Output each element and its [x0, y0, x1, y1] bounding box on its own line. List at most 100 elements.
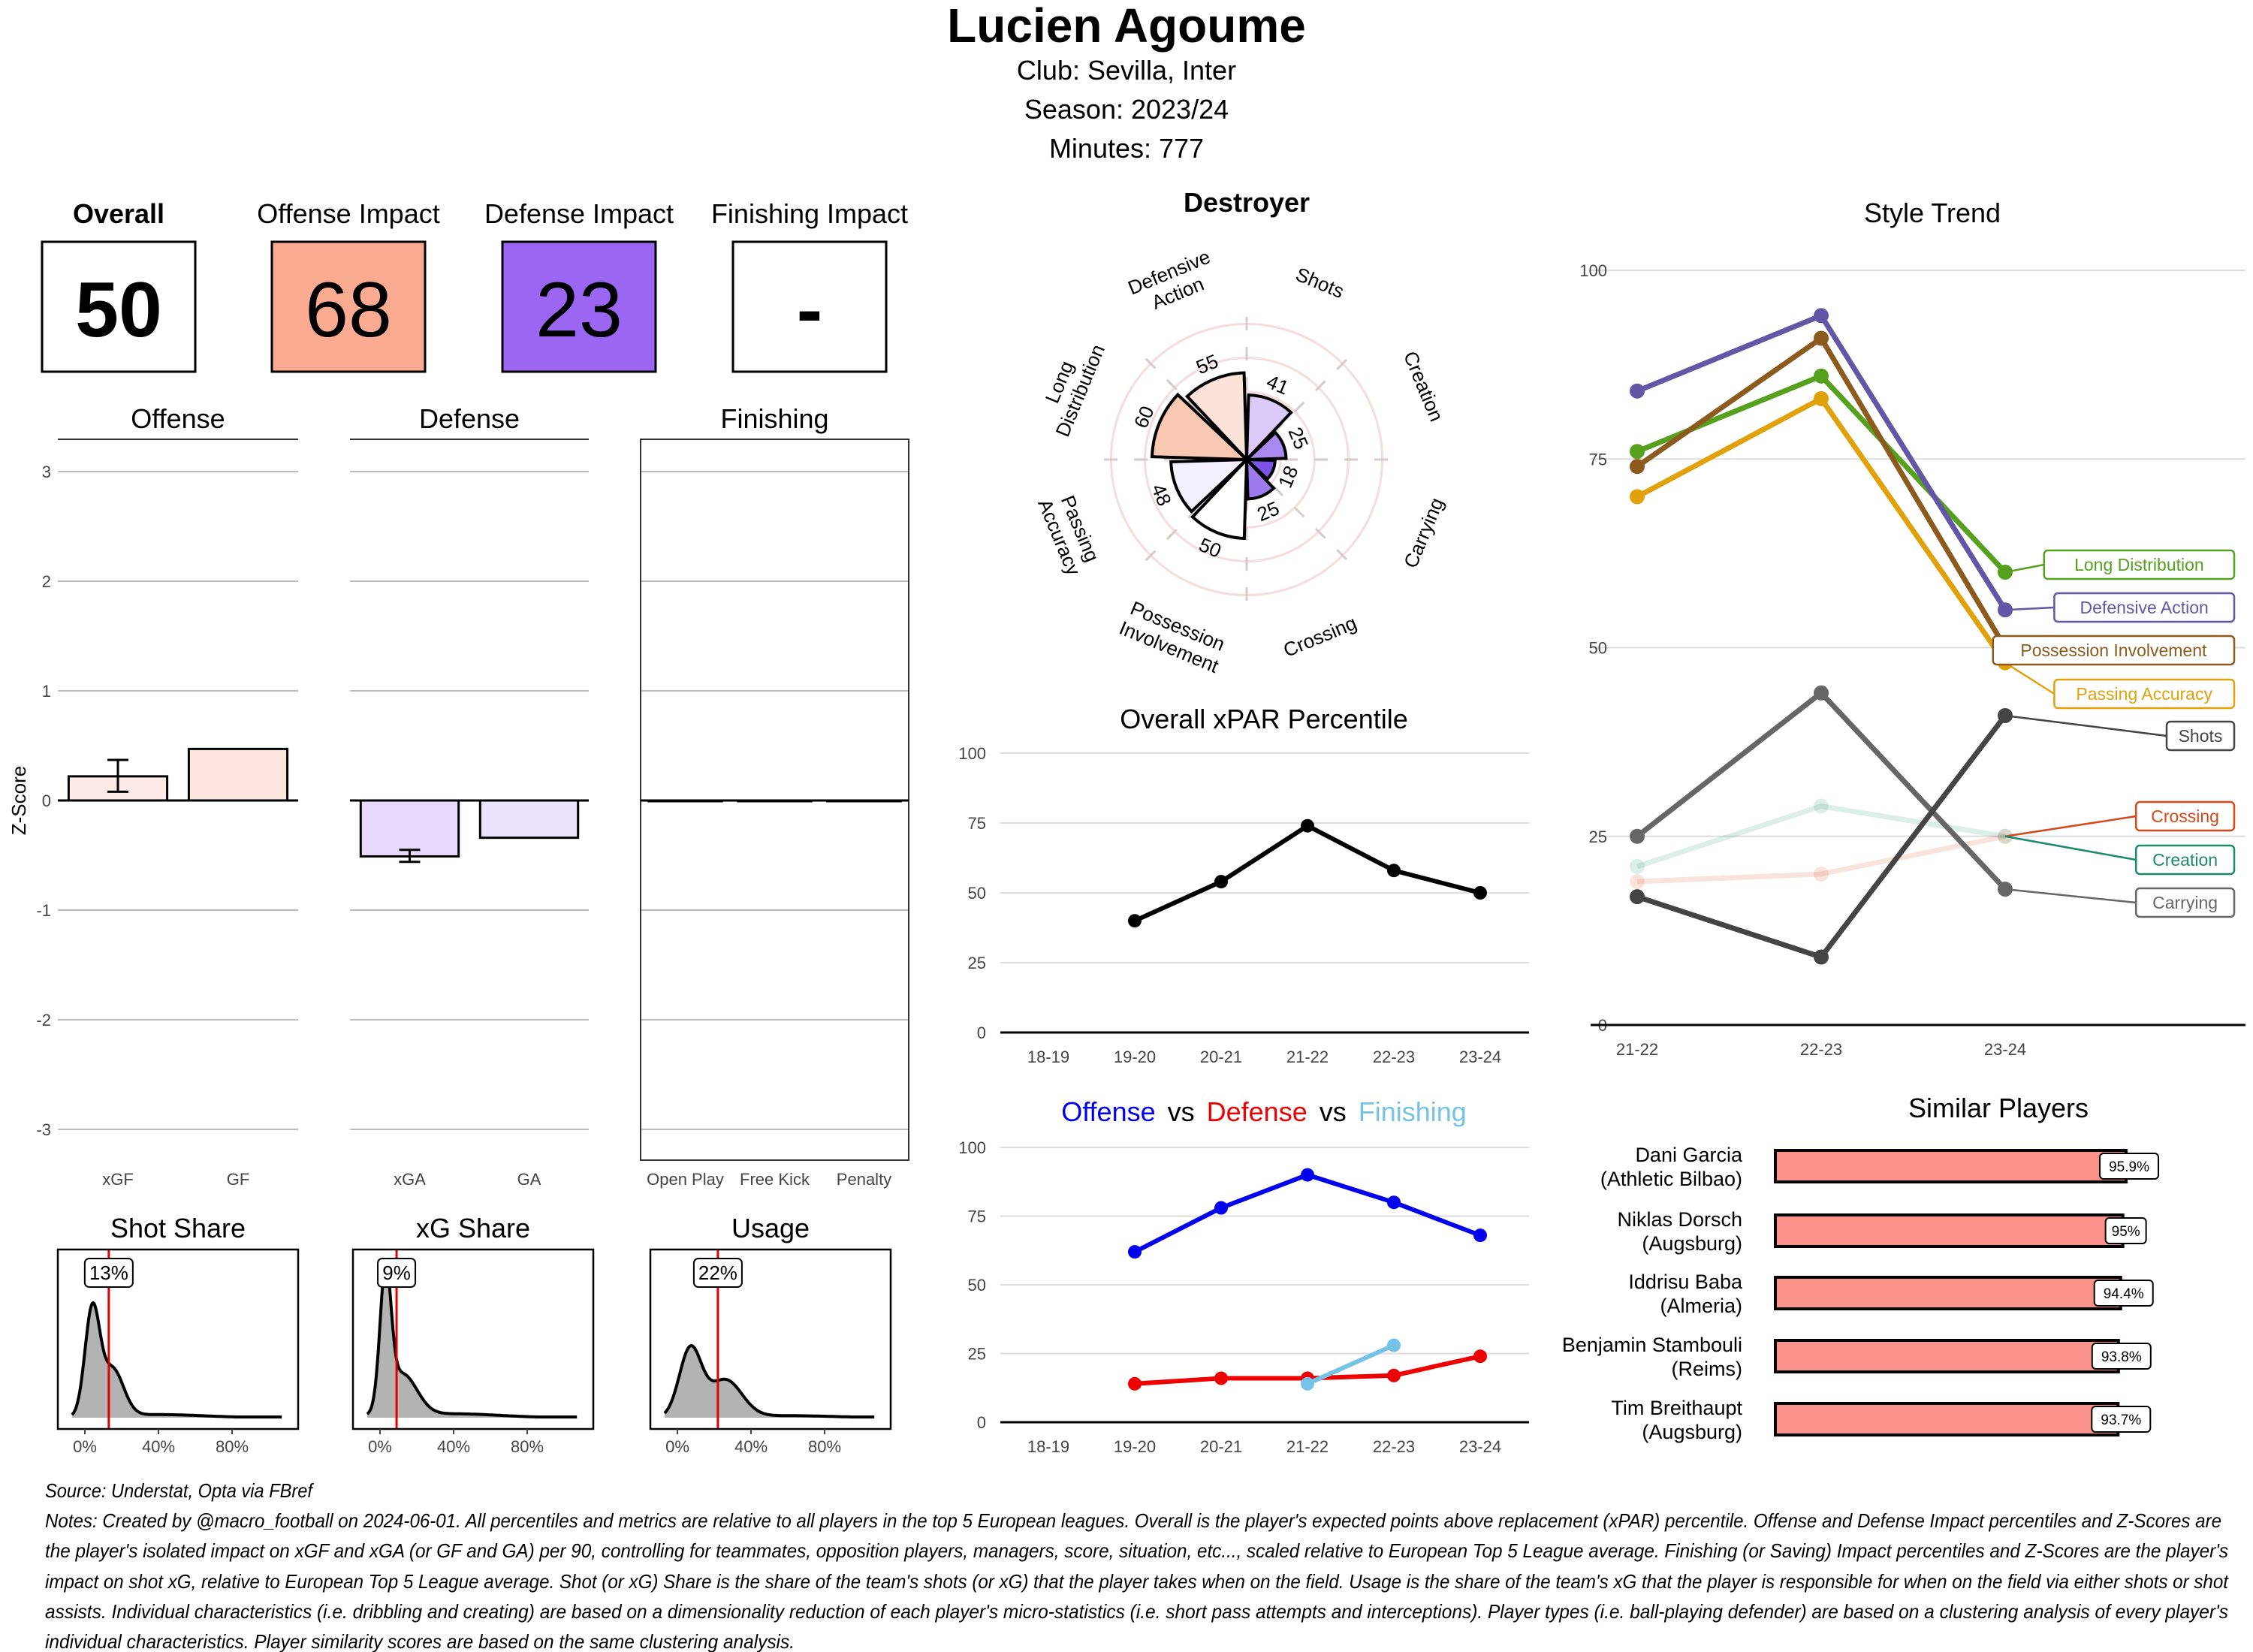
data-point	[1814, 368, 1829, 384]
x-tick-label: 20-21	[1200, 1048, 1242, 1066]
y-tick-label: 100	[958, 1138, 986, 1157]
data-point	[1301, 818, 1314, 833]
x-tick-label: 18-19	[1027, 1048, 1069, 1066]
club-line: Club: Sevilla, Inter	[1017, 55, 1236, 86]
series-label-box	[2134, 844, 2236, 876]
panel-title: Defense	[419, 403, 520, 434]
series-label: Shots	[2179, 726, 2223, 746]
data-point	[1630, 489, 1645, 505]
series-label: Possession Involvement	[2020, 641, 2207, 660]
data-point	[1814, 949, 1829, 965]
footer-note-line: the player's isolated impact on xGF and …	[45, 1539, 2228, 1562]
similarity-bar	[1774, 1402, 2120, 1436]
player-value-label: 13%	[89, 1262, 128, 1284]
similarity-value: 95.9%	[2109, 1159, 2149, 1175]
panel-border	[56, 1248, 300, 1430]
series-label: Crossing	[2151, 806, 2219, 826]
x-tick-label: Open Play	[647, 1170, 724, 1189]
z-panel-finishing: Finishing Open Play Free Kick Penalty	[640, 403, 909, 1189]
density-area	[664, 1346, 875, 1418]
similarity-label-box	[2099, 1153, 2160, 1180]
data-point	[1214, 875, 1228, 889]
y-tick-label: -2	[36, 1011, 51, 1029]
label-leader	[2004, 835, 2137, 861]
radar-value-label: 25	[1283, 424, 1313, 452]
season-line: Season: 2023/24	[1024, 94, 1229, 125]
data-point	[1814, 685, 1829, 701]
density-area	[71, 1303, 282, 1418]
data-point	[1387, 1338, 1401, 1352]
similar-player-row: Dani Garcia(Athletic Bilbao) 95.9%	[1600, 1144, 2160, 1190]
label-leader	[2004, 662, 2055, 695]
radar-sector	[1242, 430, 1288, 462]
y-tick-label: 75	[1589, 450, 1607, 469]
series-label-box	[2043, 549, 2236, 580]
title-part: Offense	[1061, 1096, 1155, 1127]
score-label: Offense Impact	[257, 198, 439, 229]
score-value: 68	[305, 267, 392, 354]
data-point	[1301, 1168, 1314, 1182]
y-tick-label: 0	[977, 1023, 986, 1042]
data-point	[1814, 798, 1829, 814]
radar-sector	[1244, 393, 1293, 464]
score-value: 50	[75, 267, 162, 354]
similarity-value: 93.7%	[2101, 1412, 2141, 1428]
series-label: Long Distribution	[2074, 555, 2204, 574]
score-label: Defense Impact	[484, 198, 674, 229]
series-label-box	[2165, 720, 2236, 752]
data-point	[1128, 1245, 1142, 1259]
series-line	[1133, 823, 1481, 923]
label-leader	[2004, 563, 2045, 574]
similarity-label-box	[2104, 1217, 2147, 1244]
title-part: vs	[1168, 1096, 1195, 1127]
data-point	[1387, 864, 1401, 878]
data-point	[1630, 444, 1645, 460]
x-tick-label: 40%	[142, 1437, 175, 1456]
chart-title: Similar Players	[1908, 1093, 2089, 1123]
radar-category-label: Shots	[1292, 263, 1347, 303]
x-tick-label: 23-24	[1459, 1048, 1501, 1066]
similarity-bar	[1774, 1339, 2120, 1373]
radar-sector	[1151, 392, 1251, 462]
series-line	[1635, 335, 2008, 650]
x-tick-label: 80%	[511, 1437, 544, 1456]
y-tick-label: 50	[968, 884, 986, 903]
data-point	[1387, 1368, 1401, 1382]
x-tick-label: 22-23	[1800, 1040, 1842, 1059]
x-tick-label: Penalty	[837, 1170, 891, 1189]
similar-player-row: Tim Breithaupt(Augsburg) 93.7%	[1611, 1397, 2152, 1443]
title-part: vs	[1320, 1096, 1347, 1127]
data-point	[1301, 1376, 1314, 1391]
chart-title: Offense vs Defense vs Finishing	[1061, 1096, 1467, 1127]
series-label: Passing Accuracy	[2076, 684, 2212, 704]
series-line	[1133, 1172, 1482, 1254]
similarity-bar	[1774, 1149, 2128, 1183]
x-tick-label: xGF	[102, 1170, 134, 1189]
series-line	[1636, 396, 2007, 665]
x-tick-label: 20-21	[1200, 1437, 1242, 1456]
similar-player-row: Benjamin Stambouli(Reims) 93.8%	[1562, 1334, 2152, 1380]
player-name: Dani Garcia	[1635, 1144, 1743, 1166]
data-point	[1814, 330, 1829, 346]
series-label: Carrying	[2152, 893, 2218, 912]
series-label-box	[2053, 678, 2236, 710]
data-point	[1814, 308, 1829, 324]
x-tick-label: 80%	[808, 1437, 841, 1456]
radar-sector	[1184, 371, 1249, 464]
player-name: Benjamin Stambouli	[1562, 1334, 1742, 1356]
y-tick-label: 0	[977, 1413, 986, 1432]
player-value-box	[377, 1258, 417, 1288]
density-curve	[663, 1343, 875, 1418]
y-tick-label: -3	[36, 1120, 51, 1139]
x-tick-label: 0%	[665, 1437, 689, 1456]
player-value-box	[692, 1258, 743, 1288]
score-box	[41, 240, 197, 373]
z-bar	[478, 799, 580, 840]
score-box	[731, 240, 888, 373]
x-tick-label: 18-19	[1027, 1437, 1069, 1456]
panel-title: Usage	[731, 1213, 810, 1244]
score-box	[501, 240, 657, 373]
panel-title: Offense	[131, 403, 225, 434]
player-name: Tim Breithaupt	[1611, 1397, 1742, 1419]
